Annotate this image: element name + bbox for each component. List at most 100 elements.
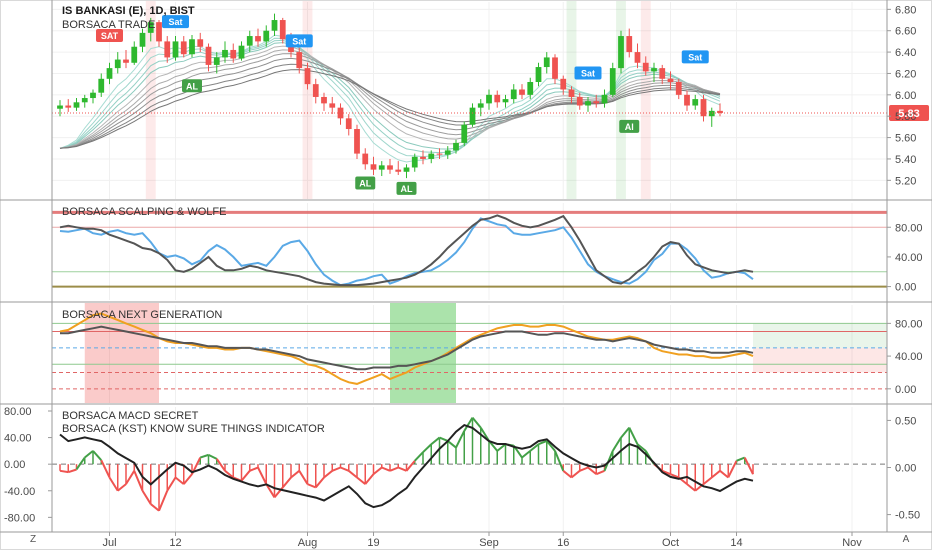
signal-shade-column <box>145 0 156 199</box>
macd-histogram-outline <box>562 470 573 479</box>
candle-body <box>552 57 558 79</box>
macd-histogram-outline <box>496 443 507 452</box>
kst-line <box>59 423 754 509</box>
macd-histogram-outline <box>240 470 251 482</box>
candle-body <box>403 167 410 172</box>
macd-histogram-outline <box>249 466 259 472</box>
macd-histogram-outline <box>224 470 234 479</box>
macd-histogram-outline <box>727 460 738 478</box>
macd-histogram-outline <box>389 466 399 472</box>
macd-histogram-outline <box>125 470 136 485</box>
price-tick-label: 5.40 <box>895 154 916 166</box>
signal-shade-column <box>640 0 651 199</box>
candle-body <box>395 169 402 172</box>
price-tick-label: 6.00 <box>895 90 916 102</box>
scalping-tick-label: 40.00 <box>895 252 923 264</box>
macd-histogram-outline <box>479 427 490 442</box>
moving-average-line <box>59 45 721 149</box>
candle-body <box>329 103 336 108</box>
kst-title: BORSACA (KST) KNOW SURE THINGS INDICATOR <box>62 423 325 435</box>
candle-body <box>81 98 88 103</box>
macd-histogram-outline <box>84 450 94 459</box>
signal-label: Sat <box>688 52 702 62</box>
macd-histogram-outline <box>670 473 680 479</box>
macd-histogram-outline <box>636 443 647 452</box>
macd-histogram-outline <box>736 456 746 462</box>
macd-histogram-outline <box>356 476 366 485</box>
macd-histogram-outline <box>298 470 309 485</box>
signal-badge <box>162 15 189 29</box>
macd-histogram-outline <box>141 490 152 505</box>
candle-body <box>486 94 492 104</box>
macd-histogram-outline <box>340 466 350 472</box>
macd-left-tick-label: -80.00 <box>4 512 35 524</box>
macd-histogram-outline <box>331 466 341 472</box>
candle-body <box>205 46 212 65</box>
price-tick-label: 5.80 <box>895 111 916 123</box>
macd-histogram-outline <box>719 470 729 479</box>
macd-left-tick-label: 0.00 <box>4 459 25 471</box>
macd-histogram-outline <box>397 466 407 472</box>
signal-badge <box>355 176 376 190</box>
x-tick-label: Nov <box>842 537 862 549</box>
price-tick-label: 5.20 <box>895 175 916 187</box>
candle-body <box>519 89 525 95</box>
signal-label: AL <box>401 184 413 194</box>
candle-body <box>114 59 121 69</box>
candle-body <box>510 89 517 100</box>
macd-histogram-outline <box>381 466 391 472</box>
candle-body <box>57 105 63 109</box>
candle-body <box>139 32 146 47</box>
scale-z-button[interactable]: Z <box>30 534 36 545</box>
macd-histogram-outline <box>538 439 548 446</box>
candle-body <box>469 107 476 125</box>
signal-badge <box>396 181 417 195</box>
moving-average-line <box>59 57 721 149</box>
candle-body <box>494 94 501 103</box>
next-gen-future-red-zone <box>753 347 887 373</box>
candle-body <box>428 153 435 159</box>
candle-body <box>593 101 600 104</box>
candle-body <box>156 22 162 42</box>
last-price-tag <box>889 104 929 121</box>
candle-body <box>238 45 245 59</box>
candle-body <box>618 36 624 69</box>
candle-body <box>90 92 96 99</box>
macd-histogram-outline <box>439 436 449 442</box>
candle-body <box>444 150 451 155</box>
candle-body <box>370 164 377 170</box>
signal-badge <box>285 34 313 48</box>
candle-body <box>222 49 228 58</box>
macd-histogram-outline <box>430 436 441 446</box>
macd-histogram-outline <box>702 476 713 485</box>
macd-histogram-outline <box>743 457 754 475</box>
scalping-tick-label: 0.00 <box>895 282 916 294</box>
price-tick-label: 6.40 <box>895 47 916 59</box>
candle-body <box>568 89 575 97</box>
next-gen-shaded-block <box>84 303 159 403</box>
candle-body <box>263 30 270 42</box>
candle-body <box>279 20 286 40</box>
macd-histogram-outline <box>199 453 209 459</box>
candle-body <box>387 165 393 170</box>
macd-histogram-outline <box>587 466 597 475</box>
candle-body <box>378 165 385 170</box>
macd-histogram-outline <box>208 453 218 460</box>
macd-histogram-outline <box>463 417 474 432</box>
kst-right-tick-label: -0.50 <box>895 510 920 522</box>
macd-histogram-outline <box>422 443 432 453</box>
signal-shade-column <box>302 0 313 199</box>
candle-body <box>675 82 682 95</box>
x-tick-label: Jul <box>102 537 116 549</box>
candle-body <box>197 39 204 47</box>
price-tick-label: 6.80 <box>895 4 916 16</box>
macd-histogram-outline <box>579 466 589 472</box>
moving-average-line <box>59 49 721 149</box>
candle-body <box>271 20 278 31</box>
signal-label: AL <box>359 179 371 189</box>
scale-auto-button[interactable]: A <box>903 534 910 545</box>
macd-left-tick-label: -40.00 <box>4 486 35 498</box>
candle-body <box>164 41 171 58</box>
macd-histogram-outline <box>100 459 111 478</box>
